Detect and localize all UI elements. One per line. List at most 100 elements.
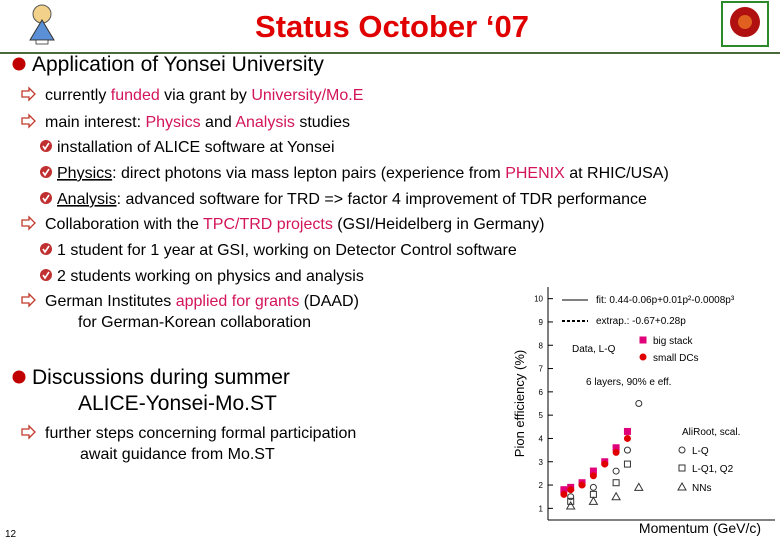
right-logo xyxy=(721,1,769,47)
bullet xyxy=(12,57,26,71)
y-tick-label: 4 xyxy=(539,434,544,443)
text-run: University/Mo.E xyxy=(251,87,363,104)
figure: 1 2 3 4 5 6 7 8 9 10 Pion efficiency (%) Momentum (… xyxy=(505,282,780,540)
text-run: : advanced software for TRD => factor 4 … xyxy=(117,191,647,208)
marker xyxy=(578,481,586,489)
text-line: Analysis: advanced software for TRD => f… xyxy=(57,191,647,208)
text-line: await guidance from Mo.ST xyxy=(80,446,275,463)
text-run: main interest: xyxy=(45,114,145,131)
y-tick-label: 6 xyxy=(539,388,544,397)
text-run: await guidance from Mo.ST xyxy=(80,446,275,463)
legend-marker xyxy=(639,336,647,344)
text-line: German Institutes applied for grants (DA… xyxy=(45,293,359,310)
text-run: applied for grants xyxy=(176,293,300,310)
legend-label: L-Q xyxy=(692,446,709,457)
legend-marker xyxy=(639,353,647,361)
check-bullet xyxy=(40,192,52,204)
arrow-bullet xyxy=(21,292,36,308)
arrow-bullet xyxy=(21,215,36,231)
check-bullet xyxy=(40,166,52,178)
y-tick-label: 9 xyxy=(539,318,544,327)
text-run: Collaboration with the xyxy=(45,216,203,233)
text-run: for German-Korean collaboration xyxy=(78,314,311,331)
marker xyxy=(623,427,631,435)
legend-label: NNs xyxy=(692,483,711,494)
text-line: further steps concerning formal particip… xyxy=(45,425,356,442)
slide-body: Application of Yonsei University currentl… xyxy=(12,53,669,463)
marker xyxy=(560,490,568,498)
check-mark xyxy=(42,168,50,177)
marker xyxy=(635,400,643,407)
text-line: Application of Yonsei University xyxy=(32,53,324,76)
marker xyxy=(565,501,576,510)
text-line: 1 student for 1 year at GSI, working on … xyxy=(57,242,517,259)
legend-label: big stack xyxy=(653,336,693,347)
page-number: 12 xyxy=(5,529,17,540)
text-run: 1 student for 1 year at GSI, working on … xyxy=(57,242,517,259)
data-label: Data, L-Q xyxy=(572,344,616,355)
y-tick-label: 3 xyxy=(539,458,544,467)
slide-title: Status October ‘07 xyxy=(255,9,529,44)
marker xyxy=(623,434,631,442)
marker xyxy=(623,446,631,454)
marker xyxy=(633,482,644,491)
check-bullet xyxy=(40,140,52,152)
check-mark xyxy=(42,245,50,254)
text-run: and xyxy=(201,114,236,131)
text-run: at RHIC/USA) xyxy=(565,165,669,182)
y-tick-label: 8 xyxy=(539,341,544,350)
sim-label: AliRoot, scal. xyxy=(682,427,740,438)
text-run: further steps concerning formal particip… xyxy=(45,425,356,442)
arrow-bullet xyxy=(21,424,36,440)
marker xyxy=(601,460,609,468)
check-mark xyxy=(42,194,50,203)
y-tick-label: 2 xyxy=(539,481,544,490)
y-tick-label: 1 xyxy=(539,504,544,513)
text-run: via grant by xyxy=(160,87,252,104)
marker xyxy=(567,497,575,505)
legend-marker xyxy=(678,464,686,472)
text-run: installation of ALICE software at Yonsei xyxy=(57,139,335,156)
check-mark xyxy=(42,142,50,151)
text-run: Analysis xyxy=(57,191,117,208)
text-line: installation of ALICE software at Yonsei xyxy=(57,139,335,156)
text-line: main interest: Physics and Analysis stud… xyxy=(45,114,350,131)
marker xyxy=(612,448,620,456)
text-run: ALICE-Yonsei-Mo.ST xyxy=(78,392,277,415)
text-line: Discussions during summer xyxy=(32,366,290,389)
y-tick-label: 5 xyxy=(539,411,544,420)
text-run: 2 students working on physics and analys… xyxy=(57,268,364,285)
legend-label: small DCs xyxy=(653,353,699,364)
arrow-bullet xyxy=(21,113,36,129)
marker xyxy=(612,467,620,475)
marker xyxy=(612,479,620,487)
y-tick-label: 10 xyxy=(534,295,543,304)
text-run: currently xyxy=(45,87,111,104)
text-run: funded xyxy=(111,87,160,104)
text-run: (DAAD) xyxy=(299,293,359,310)
text-line: currently funded via grant by University… xyxy=(45,87,363,104)
legend-marker xyxy=(678,446,686,454)
text-line: Physics: direct photons via mass lepton … xyxy=(57,165,669,182)
y-tick-label: 7 xyxy=(539,365,544,374)
legend-label: L-Q1, Q2 xyxy=(692,464,734,475)
text-run: Analysis xyxy=(235,114,295,131)
marker xyxy=(588,496,599,505)
left-logo xyxy=(29,4,55,45)
y-axis-label: Pion efficiency (%) xyxy=(512,350,527,457)
text-line: for German-Korean collaboration xyxy=(78,314,311,331)
arrow-bullet xyxy=(21,86,36,102)
check-bullet xyxy=(40,243,52,255)
bullet xyxy=(12,370,26,384)
text-line: 2 students working on physics and analys… xyxy=(57,268,364,285)
marker xyxy=(589,472,597,480)
text-line: Collaboration with the TPC/TRD projects … xyxy=(45,216,544,233)
text-run: (GSI/Heidelberg in Germany) xyxy=(333,216,545,233)
check-mark xyxy=(42,271,50,280)
extrap-label: extrap.: -0.67+0.28p xyxy=(596,316,686,327)
fit-label: fit: 0.44-0.06p+0.01p²-0.0008p³ xyxy=(596,295,735,306)
legend-marker xyxy=(677,481,687,491)
note: 6 layers, 90% e eff. xyxy=(586,377,671,388)
